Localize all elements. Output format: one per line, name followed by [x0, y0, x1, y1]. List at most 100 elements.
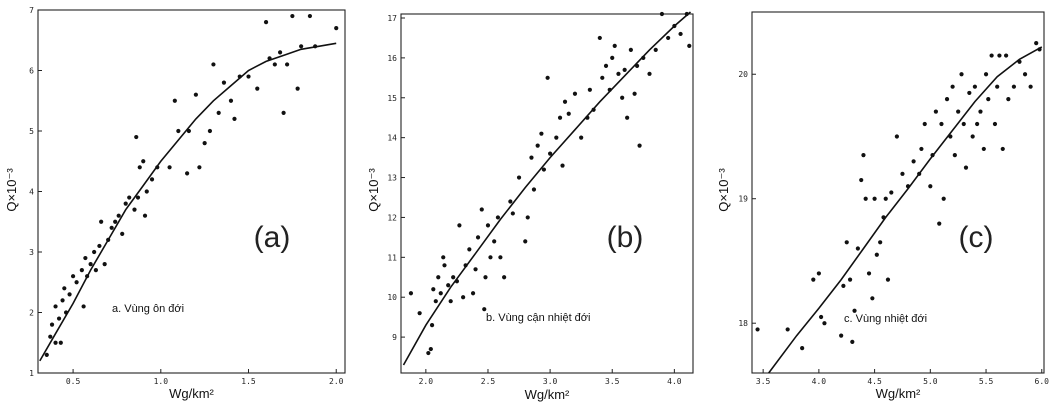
panel-a-data-point [132, 207, 137, 212]
panel-b-data-point [433, 299, 438, 304]
panel-c-data-point [1034, 41, 1039, 46]
panel-b-ytick-label: 9 [392, 333, 397, 342]
panel-b-data-point [539, 131, 544, 136]
panel-b-data-point [548, 151, 553, 156]
panel-b-data-point [473, 267, 478, 272]
panel-c-data-point [863, 196, 868, 201]
panel-a-data-point [193, 92, 198, 97]
panel-b-fit-curve [402, 11, 692, 366]
panel-b-data-point [541, 167, 546, 172]
panel-b-data-point [632, 91, 637, 96]
panel-c-data-point [870, 296, 875, 301]
panel-c-data-point [952, 153, 957, 158]
panel-c-data-point [755, 327, 760, 332]
panel-c-xtick-label: 6.0 [1035, 377, 1050, 386]
panel-b-xtick-label: 3.5 [605, 377, 620, 386]
panel-b-data-point [442, 263, 447, 268]
panel-a-data-point [135, 195, 141, 200]
panel-a-data-point [142, 213, 148, 218]
panel-c-data-point [874, 252, 879, 257]
panel-c-data-point [983, 72, 989, 77]
panel-c-data-point [894, 134, 899, 139]
panel-a-tag: (a) [254, 221, 291, 254]
panel-b-data-point [428, 346, 433, 352]
panel-b-data-point [475, 235, 481, 240]
panel-b-xtick-label: 3.0 [543, 377, 558, 386]
panel-b-data-point [448, 299, 453, 304]
panel-a-data-point [48, 334, 53, 339]
panel-b-data-point [529, 155, 534, 160]
panel-a-data-point [232, 116, 237, 121]
panel-b-data-point [446, 283, 451, 288]
panel-c-data-point [889, 190, 894, 195]
panel-b-data-point [426, 350, 431, 356]
panel-c-data-point [847, 277, 853, 282]
panel-a-data-point [70, 274, 76, 279]
panel-b-data-point [525, 215, 530, 220]
panel-b-data-point [482, 307, 487, 312]
panel-b-data-point [616, 71, 621, 76]
panel-b-xtick-label: 2.0 [419, 377, 434, 386]
panel-b-ytick-label: 11 [387, 253, 397, 262]
panel-b-x-axis-label: Wg/km² [525, 387, 570, 402]
panel-b-data-point [562, 99, 568, 104]
panel-c-data-point [961, 121, 966, 127]
panel-a-caption: a. Vùng ôn đới [112, 303, 184, 315]
panel-a-data-point [334, 26, 339, 31]
panel-a-data-point [49, 322, 55, 327]
panel-a-data-point [109, 225, 114, 230]
panel-b-data-point [572, 91, 578, 96]
panel-a-data-point [67, 292, 72, 297]
panel-b-data-point [647, 71, 652, 76]
panel-a-fit-curve [39, 42, 337, 362]
panel-a-ytick-label: 1 [29, 369, 34, 378]
panel-b-data-point [502, 275, 507, 280]
panel-a-ytick-label: 7 [29, 6, 34, 15]
panel-c-data-point [950, 84, 955, 89]
panel-c-data-point [970, 134, 975, 139]
panel-b-ytick-label: 16 [387, 54, 397, 63]
panel-b-ytick-label: 12 [387, 213, 397, 222]
panel-a-data-point [285, 62, 290, 67]
panel-a-data-point [93, 268, 98, 273]
panel-c-ytick-label: 18 [738, 319, 748, 328]
panel-c-data-point [883, 196, 888, 201]
panel-c-data-point [816, 271, 821, 276]
panel-a-data-point [88, 262, 93, 267]
panel-b-data-point [637, 143, 642, 148]
panel-b-data-point [678, 31, 683, 37]
panel-a-ytick-label: 2 [29, 309, 34, 318]
panel-b-data-point [457, 223, 462, 228]
panel-b-data-point [610, 55, 615, 60]
panel-a-xtick-label: 2.0 [329, 377, 344, 386]
panel-c-ytick-label: 20 [738, 70, 748, 79]
panel-b-data-point [587, 87, 592, 92]
panel-b-ytick-label: 15 [387, 94, 397, 103]
panel-a-x-axis-label: Wg/km² [169, 386, 214, 401]
panel-b-data-point [441, 255, 446, 260]
panel-a-data-point [127, 195, 132, 200]
panel-a-data-point [211, 62, 216, 67]
panel-b-data-point [560, 163, 565, 168]
panel-a-data-point [246, 74, 251, 79]
panel-c-data-point [995, 84, 1000, 89]
panel-c-data-point [861, 153, 866, 158]
panel-c-data-point [841, 283, 846, 288]
panel-a-data-point [83, 255, 88, 261]
panel-c-data-point [1022, 72, 1028, 77]
panel-a-frame [37, 9, 346, 374]
panel-a-data-point [186, 128, 191, 134]
panel-a-data-point [144, 189, 149, 194]
panel-a-data-point [60, 298, 65, 303]
panel-c-xtick-label: 3.5 [756, 377, 771, 386]
panel-a-ytick-label: 6 [29, 67, 34, 76]
panel-c-data-point [855, 246, 860, 251]
panel-b-data-point [603, 63, 609, 68]
panel-a-data-point [58, 340, 63, 345]
panel-b-data-point [523, 239, 528, 244]
panel-b-data-point [600, 75, 605, 80]
panel-a-data-point [149, 177, 155, 182]
panel-b-data-point [625, 115, 630, 120]
panel-c-frame [751, 11, 1045, 374]
panel-c-data-point [933, 109, 938, 114]
